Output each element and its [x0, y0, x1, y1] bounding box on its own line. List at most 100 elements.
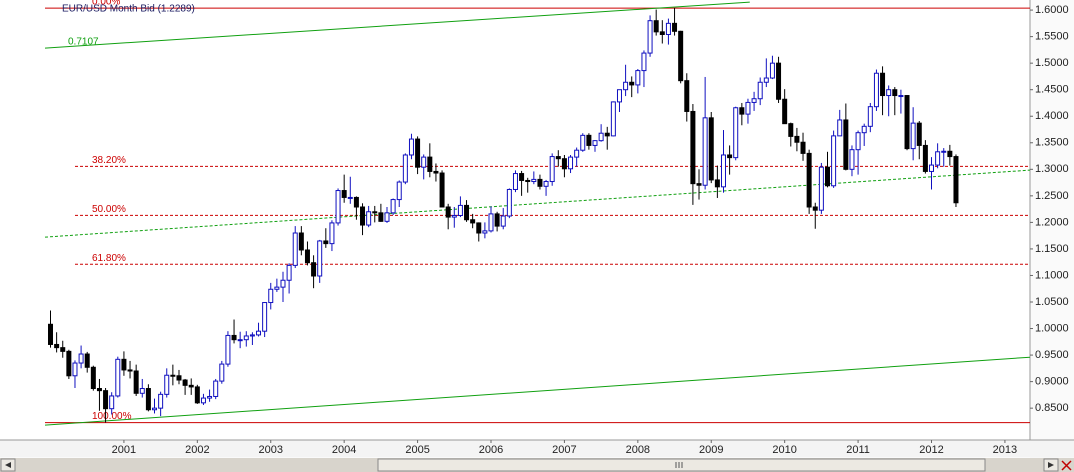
candle-body [892, 89, 898, 97]
candle-body [347, 196, 353, 199]
x-tick-label: 2013 [993, 444, 1017, 456]
candle-body [78, 353, 84, 364]
candle-body [127, 369, 133, 372]
candle-body [176, 375, 182, 381]
candle-body [231, 334, 237, 341]
chart-title: EUR/USD Month Bid (1.2289) [62, 4, 195, 15]
candle-body [629, 81, 635, 86]
candle-body [121, 358, 127, 371]
candle-body [470, 219, 476, 224]
fib-label: 100.00% [92, 411, 132, 422]
candle-body [653, 20, 659, 33]
candle-body [384, 212, 390, 222]
candle-body [329, 222, 335, 245]
x-tick-label: 2005 [405, 444, 429, 456]
candle-body [831, 135, 837, 187]
candle-body [402, 154, 408, 183]
trendline [44, 356, 1031, 426]
candle-body [855, 132, 861, 151]
candle-body [219, 363, 225, 382]
x-tick-label: 2006 [479, 444, 503, 456]
x-tick-label: 2003 [259, 444, 283, 456]
candle-body [824, 166, 830, 187]
candle-body [782, 98, 788, 125]
candle-body [702, 117, 708, 186]
candle-body [543, 181, 549, 187]
fib-label: 50.00% [92, 204, 126, 215]
candle-body [360, 206, 366, 226]
candle-body [592, 140, 598, 146]
candle-body [457, 204, 463, 216]
candle-body [929, 164, 934, 172]
candle-body [200, 397, 206, 404]
candle-body [800, 141, 806, 154]
candle-body [598, 132, 604, 142]
fib-label: 38.20% [92, 155, 126, 166]
x-tick-label: 2004 [332, 444, 356, 456]
scrollbar[interactable] [0, 458, 1074, 472]
candle-body [182, 379, 188, 386]
candle-body [145, 388, 151, 411]
candle-body [739, 107, 745, 115]
candle-body [378, 212, 384, 222]
candle-body [317, 240, 323, 277]
candle-body [445, 206, 451, 218]
candle-body [213, 380, 219, 397]
candle-body [745, 101, 751, 115]
candle-body [512, 173, 518, 190]
candle-body [531, 178, 537, 183]
candle-body [647, 20, 653, 54]
candle-body [396, 181, 402, 201]
candle-body [665, 22, 671, 35]
candle-body [311, 262, 317, 277]
candle-body [256, 330, 262, 336]
candle-body [286, 264, 292, 281]
candle-body [237, 339, 243, 342]
y-tick-label: 1.0500 [1035, 296, 1069, 308]
candle-body [818, 166, 824, 211]
candle-body [580, 134, 586, 151]
candle-body [916, 122, 922, 146]
candle-body [488, 213, 494, 232]
candle-body [323, 240, 329, 245]
candle-body [757, 81, 763, 100]
candle-body [60, 347, 66, 352]
candle-body [788, 123, 794, 137]
candle-body [727, 154, 733, 159]
candle-body [763, 77, 769, 83]
candle-body [910, 122, 916, 150]
y-tick-label: 0.9000 [1035, 376, 1069, 388]
time-axis-panel [0, 440, 1074, 458]
candle-body [96, 388, 102, 392]
candle-body [549, 156, 555, 183]
candle-body [610, 101, 616, 137]
candle-body [84, 353, 90, 368]
candle-body [170, 374, 176, 377]
candle-body [849, 149, 855, 170]
plot-area: 1.6000 1.5500 1.5000 1.4500 1.4000 1.3500 1.30… [44, 0, 1069, 456]
y-tick-label: 1.3500 [1035, 137, 1069, 149]
candle-body [500, 215, 506, 227]
grip-icon [675, 462, 683, 468]
candle-body [408, 138, 414, 156]
candle-body [873, 72, 879, 108]
candle-body [109, 395, 115, 410]
candle-body [243, 335, 249, 341]
x-tick-label: 2002 [185, 444, 209, 456]
candle-body [812, 206, 818, 211]
candle-body [72, 362, 78, 377]
candle-body [574, 149, 580, 158]
candle-body [690, 110, 696, 185]
candle-body [304, 249, 310, 264]
candle-body [152, 407, 158, 411]
candle-body [904, 95, 910, 150]
candle-body [769, 62, 775, 79]
x-tick-label: 2007 [552, 444, 576, 456]
x-tick-label: 2012 [919, 444, 943, 456]
y-tick-label: 1.4500 [1035, 84, 1069, 96]
close-icon[interactable] [1061, 460, 1072, 471]
candle-body [335, 190, 341, 224]
x-tick-label: 2011 [846, 444, 870, 456]
